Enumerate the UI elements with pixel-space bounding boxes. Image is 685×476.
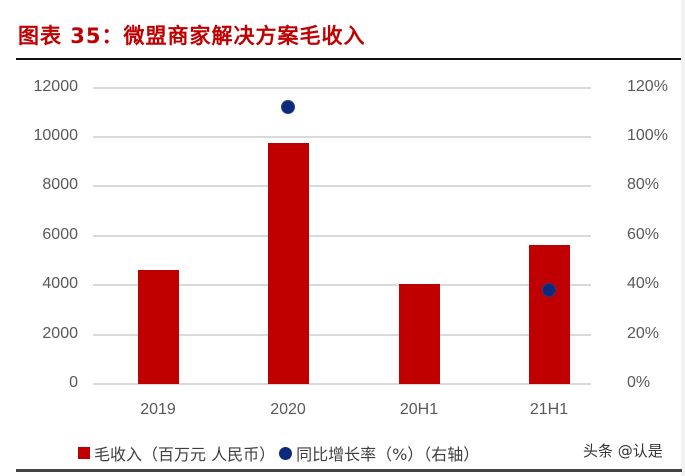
x-axis-tick: 20H1 (399, 401, 439, 418)
gridline (93, 383, 591, 385)
growth-dot-2020 (281, 100, 295, 115)
gridline (93, 333, 591, 336)
legend-series1-label: 毛收入（百万元 人民币） (94, 445, 276, 464)
y-axis-right-tick: 0% (627, 374, 651, 391)
y-axis-right-tick: 80% (627, 176, 660, 194)
legend-bar-swatch (78, 447, 90, 459)
gridline (93, 86, 591, 89)
gridline (93, 135, 591, 138)
y-axis-left-tick: 10000 (33, 126, 79, 144)
y-axis-left-tick: 2000 (42, 324, 78, 342)
y-axis-left-tick: 4000 (42, 275, 78, 293)
bottom-rule (16, 469, 682, 472)
growth-dot-21H1 (542, 283, 556, 298)
y-axis-left-tick: 6000 (42, 225, 78, 243)
bar-2019 (137, 270, 179, 384)
gridline (93, 284, 591, 287)
gridline (93, 185, 591, 188)
bar-2020 (267, 143, 309, 384)
x-axis-tick: 2020 (270, 401, 306, 418)
title-rule (16, 58, 682, 60)
y-axis-left-tick: 12000 (33, 77, 79, 95)
y-axis-right-tick: 120% (627, 77, 668, 95)
bar-21H1 (528, 244, 570, 384)
y-axis-right-tick: 20% (627, 324, 660, 342)
y-axis-right-tick: 40% (627, 275, 660, 293)
gridline (93, 234, 591, 237)
legend-series2-label: 同比增长率（%）（右轴） (296, 445, 480, 464)
watermark: 头条 @认是 (583, 440, 663, 461)
y-axis-left-tick: 0 (69, 374, 78, 391)
x-axis-tick: 21H1 (529, 401, 569, 418)
legend: 毛收入（百万元 人民币） 同比增长率（%）（右轴） (78, 441, 479, 465)
y-axis-right-tick: 60% (627, 225, 660, 243)
y-axis-right-tick: 100% (627, 126, 668, 144)
x-axis-tick: 2019 (140, 401, 176, 418)
bar-20H1 (398, 283, 440, 384)
legend-dot-swatch (279, 446, 293, 460)
y-axis-left-tick: 8000 (42, 176, 78, 194)
page-edge (681, 0, 685, 476)
chart-title: 图表 35：微盟商家解决方案毛收入 (18, 24, 366, 48)
